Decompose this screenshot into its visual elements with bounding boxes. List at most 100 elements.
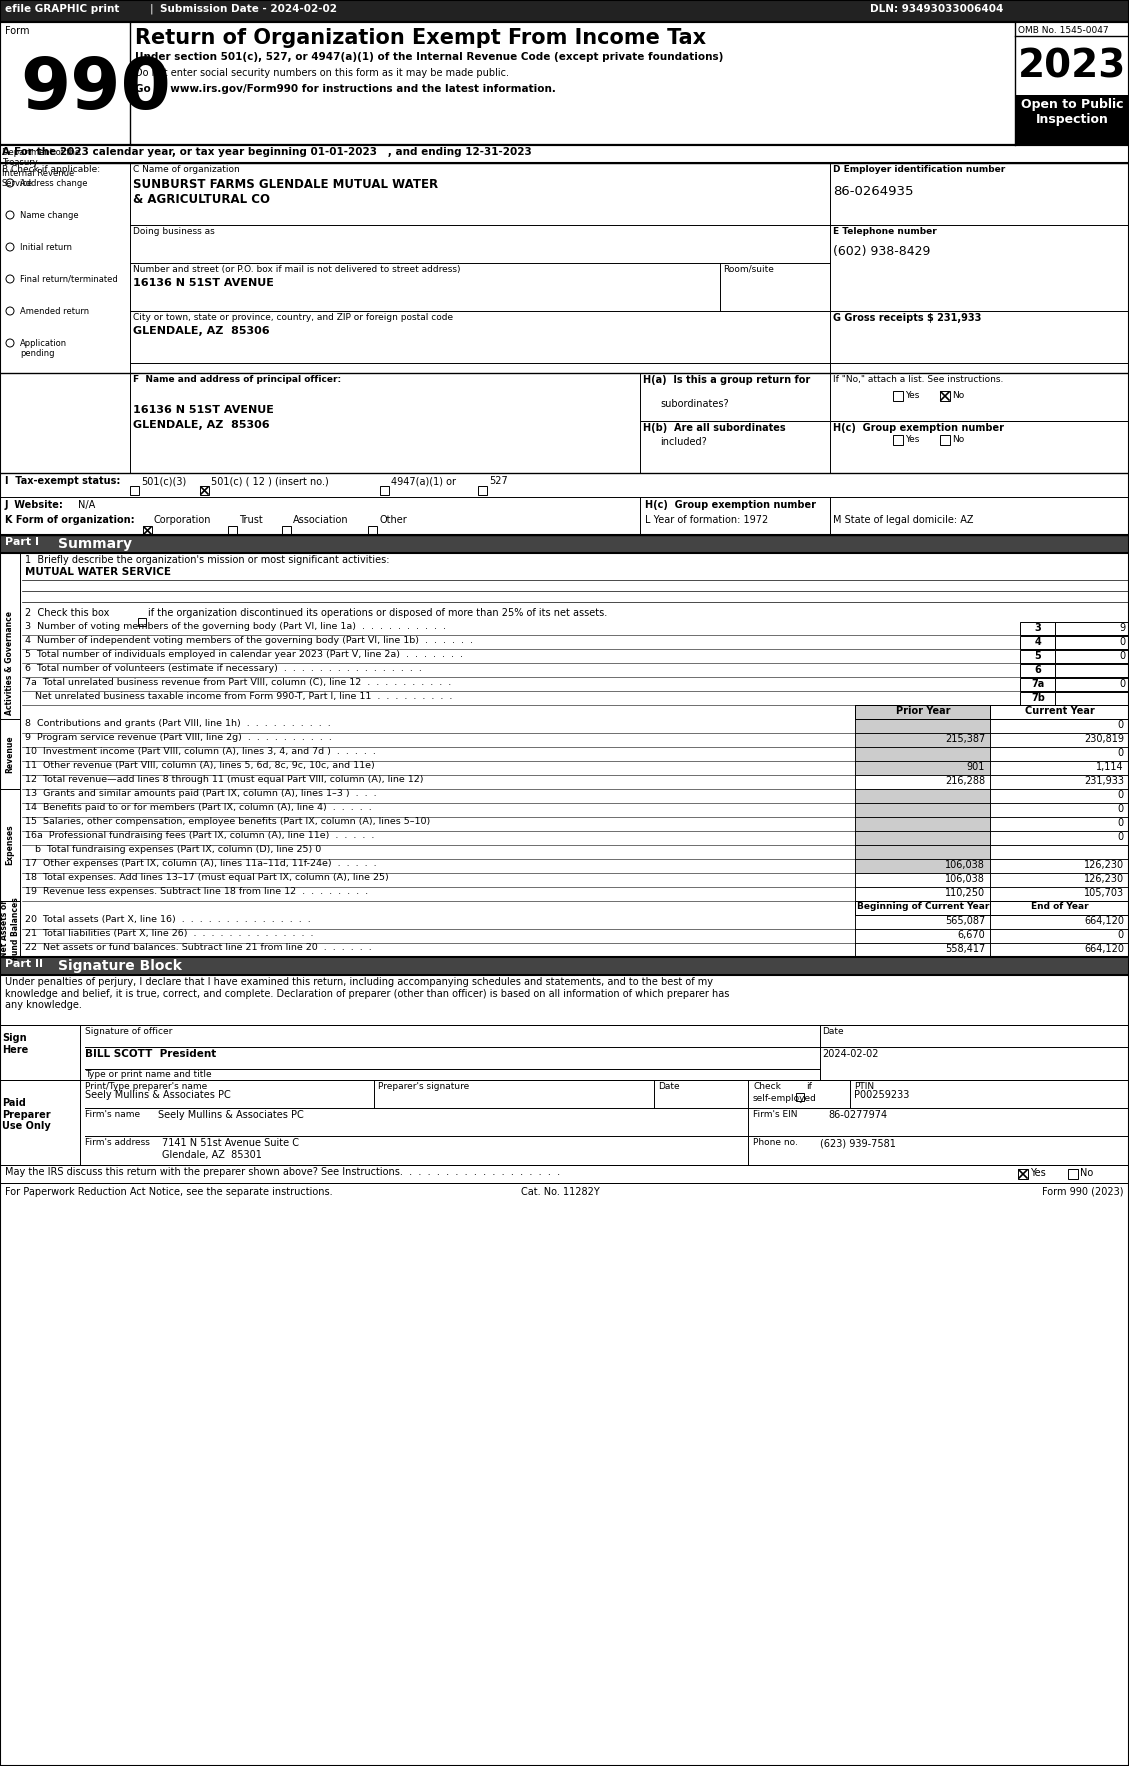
Text: 1  Briefly describe the organization's mission or most significant activities:: 1 Briefly describe the organization's mi… bbox=[25, 555, 390, 565]
Text: 106,038: 106,038 bbox=[945, 874, 984, 885]
Text: Firm's name: Firm's name bbox=[85, 1111, 140, 1120]
Bar bbox=[1054, 650, 1129, 662]
Bar bbox=[990, 761, 1129, 775]
Text: L Year of formation: 1972: L Year of formation: 1972 bbox=[645, 516, 768, 525]
Text: Net unrelated business taxable income from Form 990-T, Part I, line 11  .  .  . : Net unrelated business taxable income fr… bbox=[35, 692, 453, 701]
Text: 0: 0 bbox=[1118, 818, 1124, 828]
Bar bbox=[0, 0, 1129, 21]
Text: 19  Revenue less expenses. Subtract line 18 from line 12  .  .  .  .  .  .  .  .: 19 Revenue less expenses. Subtract line … bbox=[25, 887, 368, 895]
Bar bbox=[368, 526, 377, 535]
Bar bbox=[855, 901, 990, 915]
Text: Name change: Name change bbox=[20, 210, 79, 221]
Text: D Employer identification number: D Employer identification number bbox=[833, 164, 1005, 175]
Text: 16a  Professional fundraising fees (Part IX, column (A), line 11e)  .  .  .  .  : 16a Professional fundraising fees (Part … bbox=[25, 832, 375, 841]
Bar bbox=[1054, 664, 1129, 676]
Bar bbox=[1018, 1169, 1029, 1180]
Bar bbox=[990, 929, 1129, 943]
Text: 21  Total liabilities (Part X, line 26)  .  .  .  .  .  .  .  .  .  .  .  .  .  : 21 Total liabilities (Part X, line 26) .… bbox=[25, 929, 314, 938]
Bar bbox=[990, 747, 1129, 761]
Text: 0: 0 bbox=[1118, 931, 1124, 940]
Text: M State of legal domicile: AZ: M State of legal domicile: AZ bbox=[833, 516, 973, 525]
Bar bbox=[990, 858, 1129, 872]
Text: 501(c) ( 12 ) (insert no.): 501(c) ( 12 ) (insert no.) bbox=[211, 477, 329, 486]
Bar bbox=[855, 943, 990, 957]
Text: 0: 0 bbox=[1118, 749, 1124, 758]
Text: 565,087: 565,087 bbox=[945, 917, 984, 925]
Text: F  Name and address of principal officer:: F Name and address of principal officer: bbox=[133, 374, 341, 383]
Bar bbox=[200, 486, 209, 494]
Text: 990: 990 bbox=[20, 55, 170, 124]
Bar bbox=[1019, 650, 1054, 662]
Text: Firm's address: Firm's address bbox=[85, 1137, 150, 1146]
Text: 7a: 7a bbox=[1032, 678, 1044, 689]
Bar bbox=[855, 887, 990, 901]
Text: Address change: Address change bbox=[20, 178, 88, 187]
Text: 4  Number of independent voting members of the governing body (Part VI, line 1b): 4 Number of independent voting members o… bbox=[25, 636, 473, 645]
Text: Corporation: Corporation bbox=[154, 516, 211, 525]
Text: 230,819: 230,819 bbox=[1084, 735, 1124, 743]
Text: Date: Date bbox=[658, 1083, 680, 1091]
Text: 5  Total number of individuals employed in calendar year 2023 (Part V, line 2a) : 5 Total number of individuals employed i… bbox=[25, 650, 463, 659]
Bar bbox=[0, 719, 20, 789]
Bar bbox=[893, 390, 903, 401]
Text: 105,703: 105,703 bbox=[1084, 888, 1124, 897]
Bar bbox=[0, 145, 1129, 162]
Bar bbox=[855, 705, 990, 719]
Bar bbox=[282, 526, 291, 535]
Text: b  Total fundraising expenses (Part IX, column (D), line 25) 0: b Total fundraising expenses (Part IX, c… bbox=[35, 844, 322, 855]
Text: 9  Program service revenue (Part VIII, line 2g)  .  .  .  .  .  .  .  .  .  .: 9 Program service revenue (Part VIII, li… bbox=[25, 733, 332, 742]
Bar bbox=[855, 761, 990, 775]
Bar bbox=[1054, 622, 1129, 636]
Text: Amended return: Amended return bbox=[20, 307, 89, 316]
Text: Check: Check bbox=[753, 1083, 781, 1091]
Bar bbox=[143, 526, 152, 535]
Text: Current Year: Current Year bbox=[1025, 706, 1095, 715]
Text: Department of the
Treasury
Internal Revenue
Service: Department of the Treasury Internal Reve… bbox=[2, 148, 80, 189]
Bar bbox=[1068, 1169, 1078, 1180]
Bar bbox=[990, 775, 1129, 789]
Text: SUNBURST FARMS GLENDALE MUTUAL WATER
& AGRICULTURAL CO: SUNBURST FARMS GLENDALE MUTUAL WATER & A… bbox=[133, 178, 438, 207]
Text: Prior Year: Prior Year bbox=[895, 706, 951, 715]
Text: E Telephone number: E Telephone number bbox=[833, 228, 937, 237]
Text: 7b: 7b bbox=[1031, 692, 1045, 703]
Text: included?: included? bbox=[660, 436, 707, 447]
Text: 216,288: 216,288 bbox=[945, 775, 984, 786]
Text: Under penalties of perjury, I declare that I have examined this return, includin: Under penalties of perjury, I declare th… bbox=[5, 977, 729, 1010]
Text: 3  Number of voting members of the governing body (Part VI, line 1a)  .  .  .  .: 3 Number of voting members of the govern… bbox=[25, 622, 446, 630]
Text: Final return/terminated: Final return/terminated bbox=[20, 275, 117, 284]
Bar bbox=[1015, 95, 1129, 145]
Text: Room/suite: Room/suite bbox=[723, 265, 773, 274]
Text: Cat. No. 11282Y: Cat. No. 11282Y bbox=[520, 1187, 599, 1197]
Bar bbox=[855, 775, 990, 789]
Text: Trust: Trust bbox=[239, 516, 263, 525]
Text: P00259233: P00259233 bbox=[854, 1090, 909, 1100]
Text: Expenses: Expenses bbox=[6, 825, 15, 865]
Text: if the organization discontinued its operations or disposed of more than 25% of : if the organization discontinued its ope… bbox=[148, 608, 607, 618]
Bar bbox=[855, 872, 990, 887]
Text: No: No bbox=[952, 390, 964, 401]
Bar bbox=[990, 705, 1129, 719]
Bar bbox=[855, 929, 990, 943]
Text: Open to Public
Inspection: Open to Public Inspection bbox=[1021, 97, 1123, 125]
Bar bbox=[990, 943, 1129, 957]
Text: Do not enter social security numbers on this form as it may be made public.: Do not enter social security numbers on … bbox=[135, 69, 509, 78]
Bar bbox=[855, 747, 990, 761]
Text: 13  Grants and similar amounts paid (Part IX, column (A), lines 1–3 )  .  .  .: 13 Grants and similar amounts paid (Part… bbox=[25, 789, 377, 798]
Bar bbox=[138, 618, 146, 625]
Bar bbox=[990, 804, 1129, 818]
Text: 2  Check this box: 2 Check this box bbox=[25, 608, 113, 618]
Text: 16136 N 51ST AVENUE: 16136 N 51ST AVENUE bbox=[133, 404, 274, 415]
Text: 558,417: 558,417 bbox=[945, 945, 984, 954]
Bar bbox=[940, 390, 949, 401]
Text: H(b)  Are all subordinates: H(b) Are all subordinates bbox=[644, 424, 786, 433]
Bar bbox=[855, 858, 990, 872]
Text: Under section 501(c), 527, or 4947(a)(1) of the Internal Revenue Code (except pr: Under section 501(c), 527, or 4947(a)(1)… bbox=[135, 51, 724, 62]
Text: Form 990 (2023): Form 990 (2023) bbox=[1042, 1187, 1124, 1197]
Bar bbox=[1054, 636, 1129, 648]
Text: 8  Contributions and grants (Part VIII, line 1h)  .  .  .  .  .  .  .  .  .  .: 8 Contributions and grants (Part VIII, l… bbox=[25, 719, 331, 728]
Bar bbox=[855, 844, 990, 858]
Text: 4: 4 bbox=[1034, 638, 1041, 646]
Text: N/A: N/A bbox=[78, 500, 95, 510]
Text: Sign
Here: Sign Here bbox=[2, 1033, 28, 1054]
Text: 10  Investment income (Part VIII, column (A), lines 3, 4, and 7d )  .  .  .  .  : 10 Investment income (Part VIII, column … bbox=[25, 747, 376, 756]
